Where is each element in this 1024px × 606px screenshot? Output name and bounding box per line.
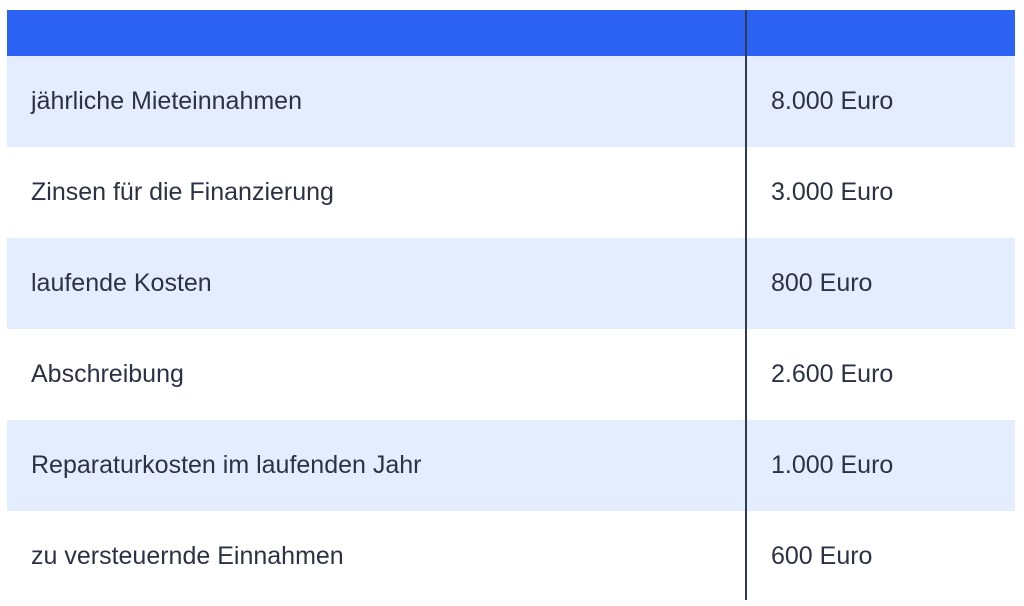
- row-label: Reparaturkosten im laufenden Jahr: [31, 451, 422, 479]
- row-value: 800 Euro: [771, 269, 873, 297]
- row-label: jährliche Mieteinnahmen: [31, 87, 302, 115]
- row-label: laufende Kosten: [31, 269, 212, 297]
- row-label: Abschreibung: [31, 360, 184, 388]
- row-value: 8.000 Euro: [771, 87, 894, 115]
- table-row: Reparaturkosten im laufenden Jahr 1.000 …: [7, 420, 1015, 511]
- row-value: 2.600 Euro: [771, 360, 894, 388]
- table-row: Zinsen für die Finanzierung 3.000 Euro: [7, 147, 1015, 238]
- row-value: 600 Euro: [771, 542, 873, 570]
- column-divider: [745, 10, 747, 600]
- table-row: jährliche Mieteinnahmen 8.000 Euro: [7, 56, 1015, 147]
- income-table: jährliche Mieteinnahmen 8.000 Euro Zinse…: [7, 10, 1015, 602]
- table-row: laufende Kosten 800 Euro: [7, 238, 1015, 329]
- table-header: [7, 10, 1015, 56]
- table-row: zu versteuernde Einnahmen 600 Euro: [7, 511, 1015, 602]
- table-row: Abschreibung 2.600 Euro: [7, 329, 1015, 420]
- row-label: zu versteuernde Einnahmen: [31, 542, 344, 570]
- row-value: 1.000 Euro: [771, 451, 894, 479]
- row-value: 3.000 Euro: [771, 178, 894, 206]
- row-label: Zinsen für die Finanzierung: [31, 178, 334, 206]
